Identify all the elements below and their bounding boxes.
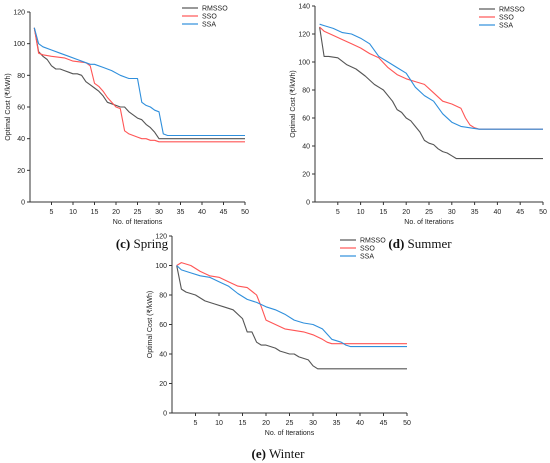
y-tick-label: 100: [13, 41, 25, 48]
series-line-rmsso: [176, 265, 407, 370]
legend-label-sso: SSO: [202, 14, 217, 21]
x-tick-label: 5: [50, 209, 54, 216]
legend-label-sso: SSO: [499, 15, 514, 22]
x-tick-label: 15: [380, 209, 388, 216]
x-tick-label: 30: [309, 420, 317, 427]
y-axis-label: Optimal Cost (₹/kWh): [289, 70, 297, 137]
y-tick-label: 40: [17, 136, 25, 143]
x-axis-label: No. of Iterations: [113, 219, 163, 226]
y-tick-label: 60: [17, 105, 25, 112]
legend-label-ssa: SSA: [499, 23, 513, 30]
caption-spring: (c) Spring: [115, 236, 169, 251]
x-tick-label: 10: [215, 420, 223, 427]
y-tick-label: 20: [302, 172, 310, 179]
x-tick-label: 35: [177, 209, 185, 216]
y-tick-label: 100: [298, 60, 310, 67]
caption-winter: (e) Winter: [251, 446, 305, 461]
y-tick-label: 80: [17, 73, 25, 80]
series-line-rmsso: [319, 26, 543, 160]
y-tick-label: 140: [298, 4, 310, 11]
x-tick-label: 20: [112, 209, 120, 216]
chart-spring: 5 10 15 20 25 30 35 40 45 50 0 20 40 60 80 100 120 No. of…: [4, 6, 249, 227]
y-tick-label: 0: [163, 411, 167, 418]
series-line-sso: [33, 27, 245, 143]
y-axis-label: Optimal Cost (₹/kWh): [146, 291, 154, 358]
y-tick-label: 120: [298, 32, 310, 39]
x-tick-label: 25: [134, 209, 142, 216]
y-tick-label: 20: [17, 168, 25, 175]
x-tick-label: 15: [91, 209, 99, 216]
x-tick-label: 50: [539, 209, 547, 216]
y-tick-label: 100: [155, 263, 167, 270]
series-line-ssa: [319, 23, 543, 130]
legend-label-rmsso: RMSSO: [360, 238, 386, 245]
x-axis-label: No. of Iterations: [265, 430, 315, 437]
y-axis-label: Optimal Cost (₹/kWh): [4, 73, 12, 140]
chart-summer: 5 10 15 20 25 30 35 40 45 50 0 20 40 60 80 100 120 140 No.…: [289, 4, 547, 227]
y-tick-label: 80: [302, 88, 310, 95]
x-tick-label: 20: [402, 209, 410, 216]
y-tick-label: 20: [159, 381, 167, 388]
x-tick-label: 40: [198, 209, 206, 216]
x-tick-label: 50: [241, 209, 249, 216]
x-tick-label: 20: [262, 420, 270, 427]
legend-label-ssa: SSA: [360, 254, 374, 261]
y-tick-label: 40: [159, 352, 167, 359]
x-tick-label: 50: [403, 420, 411, 427]
x-tick-label: 45: [220, 209, 228, 216]
x-tick-label: 45: [380, 420, 388, 427]
x-tick-label: 25: [425, 209, 433, 216]
series-line-ssa: [176, 265, 407, 348]
x-tick-label: 10: [69, 209, 77, 216]
legend-label-rmsso: RMSSO: [202, 6, 228, 13]
y-tick-label: 120: [13, 10, 25, 17]
y-tick-label: 0: [21, 200, 25, 207]
caption-summer: (d) Summer: [388, 236, 452, 251]
y-tick-label: 80: [159, 293, 167, 300]
y-tick-label: 120: [155, 234, 167, 241]
series-line-rmsso: [33, 27, 245, 140]
y-tick-label: 40: [302, 144, 310, 151]
legend-label-sso: SSO: [360, 246, 375, 253]
y-tick-label: 60: [302, 116, 310, 123]
x-tick-label: 15: [239, 420, 247, 427]
legend-label-ssa: SSA: [202, 22, 216, 29]
x-tick-label: 35: [333, 420, 341, 427]
x-tick-label: 40: [494, 209, 502, 216]
x-tick-label: 45: [516, 209, 524, 216]
x-tick-label: 30: [155, 209, 163, 216]
x-tick-label: 30: [448, 209, 456, 216]
x-tick-label: 35: [471, 209, 479, 216]
y-tick-label: 0: [306, 200, 310, 207]
series-line-ssa: [33, 27, 245, 137]
chart-winter: 5 10 15 20 25 30 35 40 45 50 0 20 40 60 80 100 120 No. of…: [146, 234, 411, 438]
series-line-sso: [319, 26, 543, 130]
x-tick-label: 10: [357, 209, 365, 216]
legend-label-rmsso: RMSSO: [499, 7, 525, 14]
x-axis-label: No. of Iterations: [404, 219, 454, 226]
series-line-sso: [176, 262, 407, 345]
x-tick-label: 40: [356, 420, 364, 427]
x-tick-label: 5: [194, 420, 198, 427]
x-tick-label: 25: [286, 420, 294, 427]
x-tick-label: 5: [336, 209, 340, 216]
y-tick-label: 60: [159, 322, 167, 329]
